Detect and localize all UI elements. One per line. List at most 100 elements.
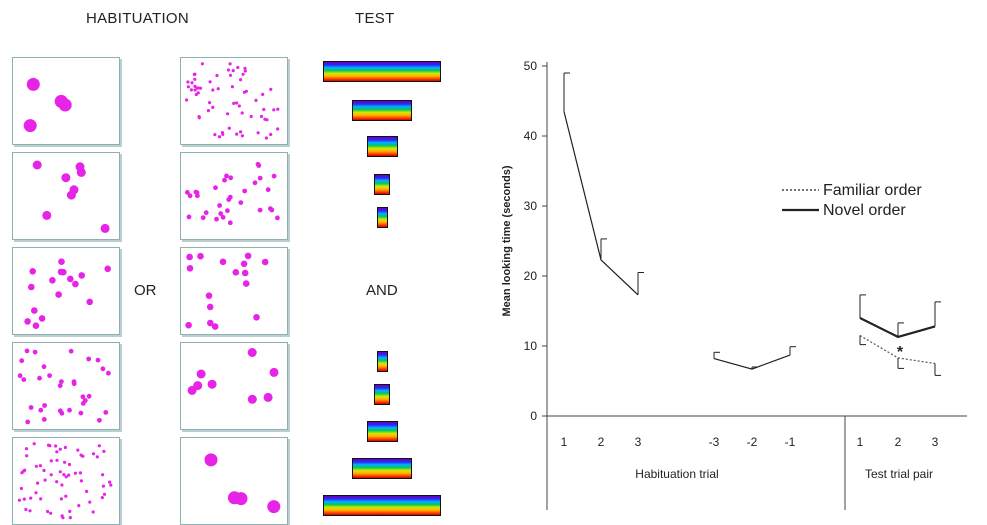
dot: [206, 109, 210, 113]
dot: [46, 509, 50, 514]
x-tick-label: 2: [598, 435, 605, 449]
dot: [19, 358, 25, 364]
dot: [203, 210, 209, 216]
dot: [220, 214, 226, 220]
dot: [204, 453, 218, 467]
dot: [38, 407, 44, 413]
dot: [85, 489, 89, 493]
dot: [269, 132, 273, 137]
legend-label: Novel order: [823, 202, 906, 219]
dot: [195, 86, 199, 90]
dot: [247, 394, 257, 404]
dot: [193, 84, 197, 88]
looking-time-chart: 0 10 20 30 40 50 1 2 3 -3 -2 -1 1 2 3 Habituation trial…: [501, 59, 967, 510]
dot: [67, 407, 72, 413]
dot: [95, 357, 101, 363]
dot: [55, 291, 62, 298]
dot: [235, 101, 239, 105]
x-tick-label: 1: [857, 435, 864, 449]
dot: [101, 473, 105, 477]
dot: [42, 468, 46, 473]
dot: [227, 220, 233, 226]
dot: [259, 114, 264, 119]
legend-label: Familiar order: [823, 182, 922, 199]
significance-marker: *: [897, 344, 904, 361]
dot: [24, 507, 28, 512]
dot: [238, 200, 244, 205]
dot: [211, 323, 219, 330]
dot: [49, 473, 53, 477]
dot: [78, 272, 85, 279]
dot: [86, 356, 92, 362]
dot: [42, 210, 52, 220]
dot: [32, 442, 36, 446]
or-label: OR: [134, 282, 157, 299]
dot: [91, 452, 96, 456]
dot: [47, 373, 52, 378]
dot: [80, 394, 86, 400]
dot: [185, 98, 189, 102]
dot-panel: [12, 437, 120, 525]
dot: [26, 77, 40, 91]
dot-panel: [12, 342, 120, 430]
dot: [58, 258, 65, 265]
dot: [190, 81, 194, 85]
dot: [32, 322, 40, 329]
dot: [62, 473, 66, 477]
dot: [41, 364, 47, 370]
dot: [267, 500, 281, 514]
x-tick-label: 3: [635, 435, 642, 449]
dot: [23, 119, 37, 133]
dot: [275, 215, 280, 221]
dot: [240, 260, 248, 268]
dot: [58, 447, 62, 451]
dot: [253, 314, 260, 321]
y-tick-label: 10: [524, 339, 538, 353]
dot: [63, 460, 67, 464]
dot: [220, 131, 224, 135]
dot: [197, 115, 201, 119]
dot: [232, 269, 240, 276]
dot: [257, 207, 263, 213]
dot: [187, 193, 193, 199]
dot: [67, 473, 71, 477]
dot: [61, 173, 71, 183]
dot: [234, 492, 248, 506]
dot: [227, 126, 231, 130]
dot: [32, 160, 42, 170]
dot: [217, 135, 222, 139]
dot: [100, 223, 110, 233]
dot: [242, 188, 248, 194]
dot: [28, 405, 34, 410]
dot: [28, 509, 32, 513]
dot: [28, 283, 35, 291]
dot: [207, 319, 214, 327]
dot: [265, 118, 269, 122]
dot: [276, 107, 280, 111]
dot: [276, 127, 280, 131]
dot: [34, 464, 38, 468]
dot: [41, 417, 47, 422]
dot-panel: [12, 247, 120, 335]
dot: [29, 496, 33, 500]
habituation-header: HABITUATION: [86, 10, 190, 27]
dot: [22, 497, 26, 501]
dot: [34, 491, 38, 495]
dot: [247, 348, 257, 357]
dot: [214, 216, 219, 222]
test-stimulus-bar: [376, 351, 388, 372]
dot: [261, 258, 269, 266]
dot-panel: [180, 342, 288, 430]
dot: [213, 133, 217, 137]
dot: [200, 62, 204, 66]
dot: [225, 208, 230, 214]
dot: [64, 494, 68, 498]
test-stimulus-bar: [373, 384, 391, 405]
dot: [211, 105, 215, 109]
dot: [38, 464, 42, 468]
dot: [228, 62, 232, 66]
x-tick-label: -1: [785, 435, 796, 449]
dot: [261, 92, 265, 96]
test-stimulus-bar: [352, 100, 412, 121]
x-group-label: Habituation trial: [635, 467, 718, 481]
